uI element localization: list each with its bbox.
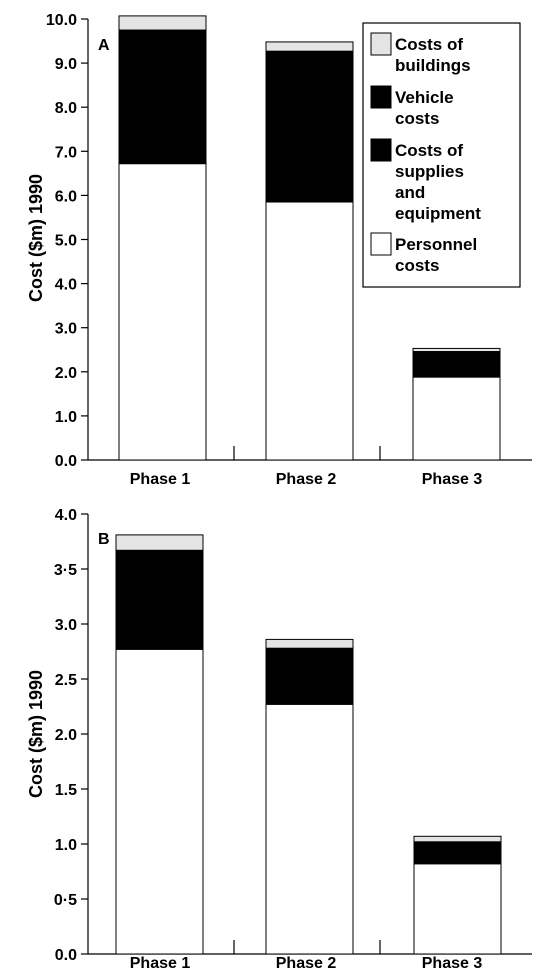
legend-label: Vehicle	[395, 88, 454, 107]
panel-b-y-tick-label: 2.5	[55, 672, 77, 689]
panel-b-y-axis-title: Cost ($m) 1990	[26, 670, 46, 798]
panel-a-bar-costs-of-buildings	[265, 41, 354, 52]
panel-a-bar-vehicle-costs	[265, 50, 354, 117]
legend-label: costs	[395, 109, 439, 128]
panel-b-y-tick-label: 0.0	[55, 947, 77, 964]
legend-label: buildings	[395, 56, 471, 75]
legend-label: Personnel	[395, 235, 477, 254]
panel-b-bar-costs-of-supplies-and-equipment	[413, 849, 502, 865]
legend-label: equipment	[395, 204, 481, 223]
legend-swatch	[370, 232, 392, 256]
panel-a-y-tick-label: 7.0	[55, 144, 77, 161]
panel-a-y-tick-label: 6.0	[55, 188, 77, 205]
legend-label: supplies	[395, 162, 464, 181]
panel-b-bar-costs-of-buildings	[413, 835, 502, 843]
panel-b-bar-personnel-costs	[265, 703, 354, 955]
panel-b-bar-costs-of-buildings	[115, 534, 204, 551]
panel-b-bar-vehicle-costs	[265, 647, 354, 667]
panel-a-bar-personnel-costs	[412, 376, 501, 461]
legend-label: Costs of	[395, 141, 463, 160]
panel-a-bar-costs-of-supplies-and-equipment	[118, 73, 207, 165]
panel-b-bar-personnel-costs	[115, 648, 204, 955]
legend-label: and	[395, 183, 425, 202]
panel-b-x-tick-label: Phase 2	[276, 955, 337, 971]
panel-a-x-tick-label: Phase 2	[276, 471, 337, 488]
panel-a-bar-costs-of-supplies-and-equipment	[412, 358, 501, 378]
panel-b-y-tick-label: 2.0	[55, 727, 77, 744]
panel-b-bar-costs-of-supplies-and-equipment	[115, 582, 204, 650]
panel-b-y-tick-label: 1.5	[55, 782, 77, 799]
panel-b-y-tick-label: 1.0	[55, 837, 77, 854]
legend-swatch	[370, 138, 392, 162]
legend-label: Costs of	[395, 35, 463, 54]
panel-b-y-tick-label: 3.0	[55, 617, 77, 634]
panel-a-y-tick-label: 2.0	[55, 365, 77, 382]
panel-b-y-tick-label: 3·5	[54, 562, 77, 579]
panel-a-x-tick-label: Phase 3	[422, 471, 483, 488]
panel-a-y-tick-label: 4.0	[55, 277, 77, 294]
panel-a-y-axis-title: Cost ($m) 1990	[26, 174, 46, 302]
panel-b-x-tick-label: Phase 3	[422, 955, 483, 971]
panel-a-bar-costs-of-supplies-and-equipment	[265, 115, 354, 203]
legend-swatch	[370, 85, 392, 109]
panel-a-y-tick-label: 9.0	[55, 56, 77, 73]
panel-b-y-tick-label: 0·5	[54, 892, 77, 909]
panel-b-bar-costs-of-buildings	[265, 638, 354, 649]
panel-b-x-tick-label: Phase 1	[130, 955, 191, 971]
panel-a-y-tick-label: 8.0	[55, 100, 77, 117]
panel-a-bar-vehicle-costs	[118, 29, 207, 75]
panel-b-bar-vehicle-costs	[115, 549, 204, 584]
panel-b-bar-costs-of-supplies-and-equipment	[265, 665, 354, 705]
panel-b-label: B	[98, 531, 110, 548]
panel-b-y-tick-label: 4.0	[55, 507, 77, 524]
panel-b-bar-personnel-costs	[413, 863, 502, 955]
panel-a-bar-costs-of-buildings	[118, 15, 207, 31]
panel-a-bar-vehicle-costs	[412, 351, 501, 360]
legend-swatch	[370, 32, 392, 56]
panel-a-x-tick-label: Phase 1	[130, 471, 191, 488]
legend-label: costs	[395, 256, 439, 275]
panel-a-bar-personnel-costs	[265, 201, 354, 461]
panel-b-bar-vehicle-costs	[413, 841, 502, 850]
panel-a-y-tick-label: 0.0	[55, 453, 77, 470]
panel-a-y-tick-label: 3.0	[55, 321, 77, 338]
panel-a-bar-costs-of-buildings	[412, 347, 501, 353]
panel-a-label: A	[98, 37, 110, 54]
panel-a-y-tick-label: 1.0	[55, 409, 77, 426]
panel-a-y-tick-label: 10.0	[46, 12, 77, 29]
panel-a-y-tick-label: 5.0	[55, 233, 77, 250]
panel-a-bar-personnel-costs	[118, 163, 207, 461]
